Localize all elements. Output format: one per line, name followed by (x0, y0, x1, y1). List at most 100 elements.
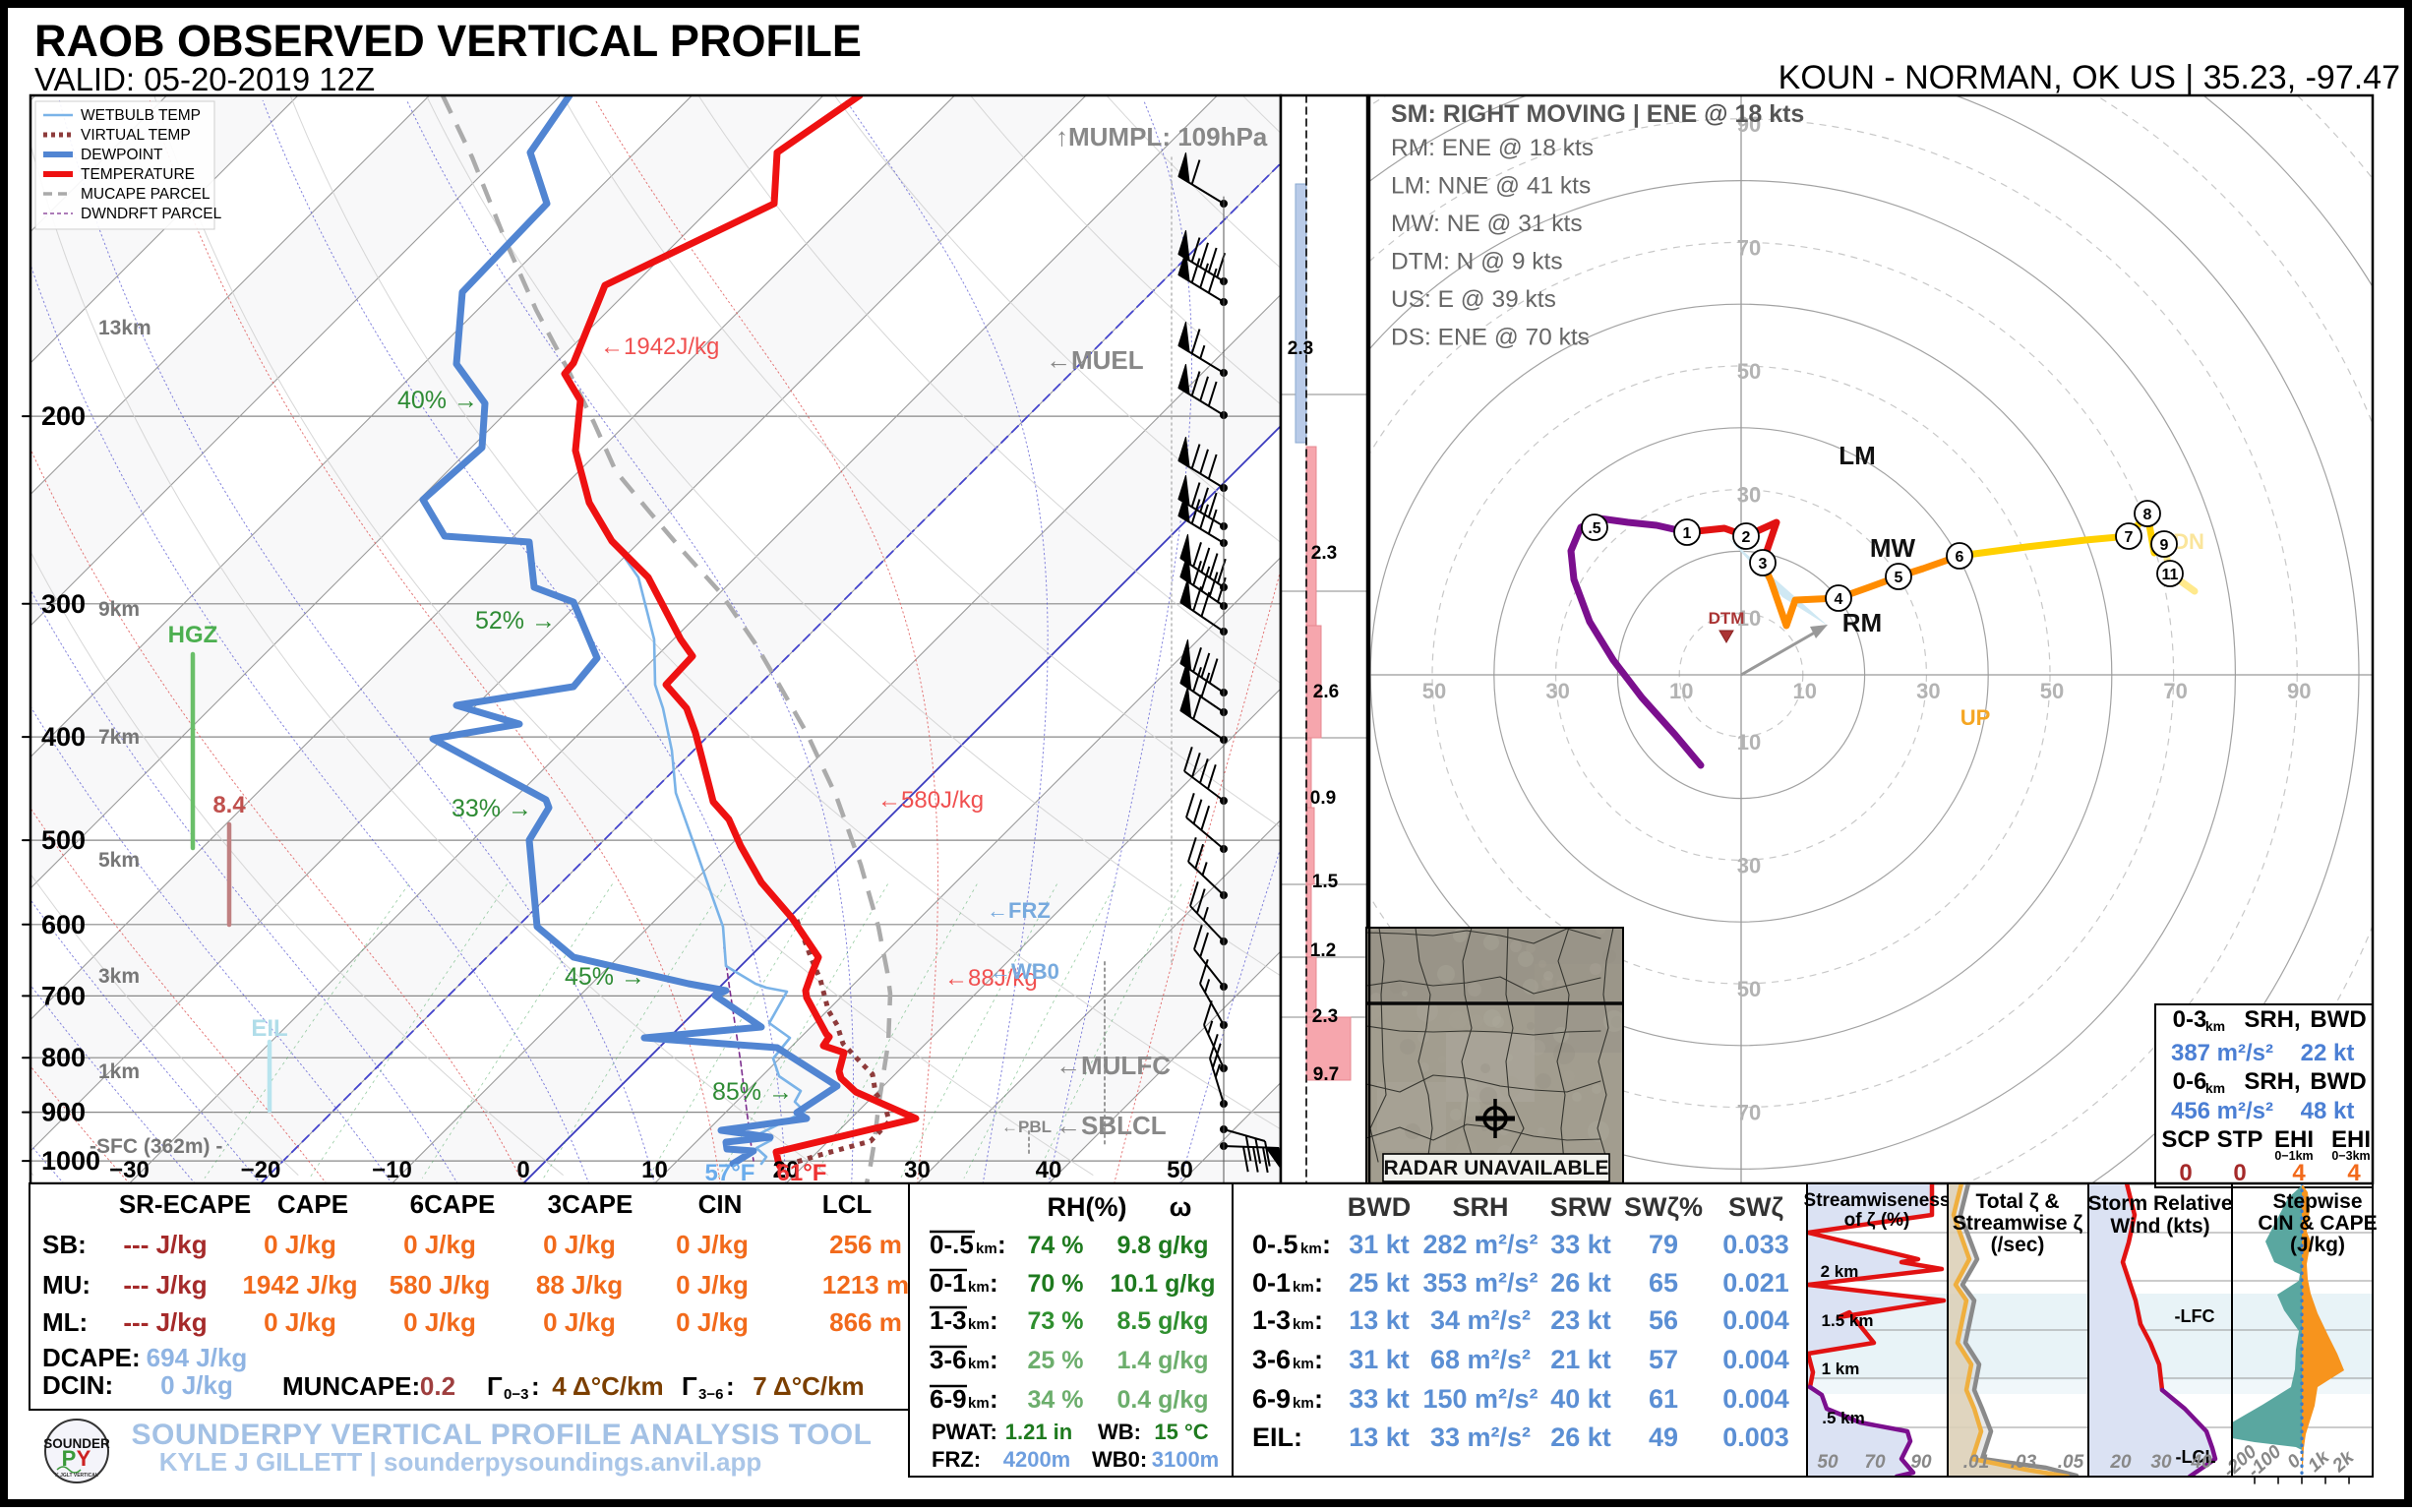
svg-text:-LFC: -LFC (2175, 1306, 2215, 1326)
svg-text:EHI: EHI (2274, 1126, 2314, 1153)
svg-text:40: 40 (1036, 1157, 1062, 1183)
svg-text:0-1: 0-1 (930, 1268, 967, 1298)
svg-text:RAOB OBSERVED VERTICAL PROFILE: RAOB OBSERVED VERTICAL PROFILE (34, 16, 862, 66)
svg-text:30: 30 (2150, 1452, 2172, 1473)
svg-text:.03: .03 (2011, 1452, 2037, 1473)
svg-text:km: km (976, 1240, 997, 1257)
svg-text:90: 90 (2287, 679, 2311, 703)
svg-text:50: 50 (1422, 679, 1446, 703)
svg-text:2.3: 2.3 (1288, 338, 1313, 359)
svg-text:580 J/kg: 580 J/kg (390, 1270, 491, 1300)
svg-text:1.21 in: 1.21 in (1005, 1420, 1072, 1444)
svg-text:0.004: 0.004 (1722, 1384, 1789, 1414)
svg-text:21 kt: 21 kt (1550, 1345, 1611, 1374)
svg-text:9km: 9km (98, 598, 140, 621)
svg-text:70 %: 70 % (1028, 1270, 1084, 1298)
svg-text:EHI: EHI (2331, 1126, 2371, 1153)
svg-text:45% →: 45% → (565, 963, 645, 991)
svg-text:←SBLCL: ←SBLCL (1055, 1111, 1167, 1140)
svg-text:1000: 1000 (41, 1146, 100, 1176)
svg-text:←MUEL: ←MUEL (1046, 345, 1144, 375)
svg-text:WB:: WB: (1098, 1420, 1141, 1444)
svg-text:400: 400 (41, 722, 86, 752)
svg-text:−10: −10 (372, 1157, 412, 1183)
svg-text:3100m: 3100m (1152, 1447, 1220, 1472)
svg-text:0−3km: 0−3km (2331, 1149, 2370, 1163)
svg-text:23 kt: 23 kt (1550, 1305, 1611, 1335)
svg-text:5km: 5km (98, 849, 140, 872)
svg-text:0 J/kg: 0 J/kg (676, 1230, 749, 1259)
svg-text:Total ζ &: Total ζ & (1975, 1190, 2059, 1213)
svg-text::: : (1314, 1345, 1323, 1374)
svg-text:3−6: 3−6 (698, 1386, 723, 1403)
svg-text:.5 km: .5 km (1822, 1409, 1864, 1427)
svg-text:1-3: 1-3 (1252, 1305, 1291, 1335)
svg-text:2.3: 2.3 (1311, 543, 1337, 564)
svg-text:DEWPOINT: DEWPOINT (81, 147, 163, 163)
svg-text:9: 9 (2160, 537, 2169, 554)
svg-text:1km: 1km (98, 1060, 140, 1083)
svg-text:9.7: 9.7 (1313, 1064, 1339, 1085)
svg-text:km: km (968, 1395, 990, 1412)
svg-text:3km: 3km (98, 965, 140, 988)
svg-text:40% →: 40% → (397, 387, 478, 414)
svg-text:0-3: 0-3 (2173, 1006, 2207, 1033)
svg-text:EIL: EIL (251, 1015, 287, 1042)
svg-text:0 J/kg: 0 J/kg (543, 1307, 616, 1337)
svg-text:70: 70 (1737, 1101, 1761, 1125)
svg-text:33 kt: 33 kt (1349, 1384, 1410, 1414)
svg-text:RM: ENE @ 18 kts: RM: ENE @ 18 kts (1391, 135, 1594, 161)
svg-text:BWD: BWD (2310, 1068, 2366, 1095)
svg-text:0.003: 0.003 (1722, 1422, 1789, 1452)
svg-text:DCIN:: DCIN: (42, 1370, 113, 1400)
svg-text:33 kt: 33 kt (1550, 1230, 1611, 1259)
svg-text:0-.5: 0-.5 (1252, 1230, 1298, 1259)
svg-text:MUNCAPE:: MUNCAPE: (282, 1371, 420, 1401)
svg-text:65: 65 (1649, 1268, 1678, 1298)
svg-text:7km: 7km (98, 726, 140, 749)
svg-text:353 m²/s²: 353 m²/s² (1422, 1268, 1538, 1298)
svg-text:MU:: MU: (42, 1270, 90, 1300)
svg-text:RH(%): RH(%) (1048, 1192, 1127, 1222)
svg-text:km: km (2205, 1080, 2225, 1096)
svg-text:11: 11 (2162, 567, 2179, 583)
svg-text:km: km (968, 1279, 990, 1296)
svg-text:km: km (1293, 1316, 1314, 1333)
svg-text::: : (1314, 1305, 1323, 1335)
svg-text:0 J/kg: 0 J/kg (676, 1270, 749, 1300)
svg-text:8.5 g/kg: 8.5 g/kg (1116, 1307, 1208, 1335)
svg-text:6-9: 6-9 (930, 1384, 967, 1414)
svg-text:SR-ECAPE: SR-ECAPE (119, 1189, 251, 1219)
svg-text:←FRZ: ←FRZ (987, 898, 1051, 923)
svg-text:TEMPERATURE: TEMPERATURE (81, 166, 195, 183)
svg-text:2 km: 2 km (1821, 1262, 1859, 1281)
svg-text:700: 700 (41, 981, 86, 1010)
svg-text:4: 4 (2292, 1160, 2306, 1186)
svg-text:KYLE J GILLETT | sounderpysoun: KYLE J GILLETT | sounderpysoundings.anvi… (159, 1447, 762, 1477)
svg-text:10.1 g/kg: 10.1 g/kg (1111, 1270, 1216, 1298)
svg-text::: : (726, 1371, 735, 1401)
svg-text::: : (990, 1384, 998, 1414)
svg-text:4 Δ°C/km: 4 Δ°C/km (552, 1371, 663, 1401)
svg-text:30: 30 (1545, 679, 1569, 703)
svg-text:3CAPE: 3CAPE (548, 1189, 633, 1219)
svg-text:Streamwiseness: Streamwiseness (1804, 1190, 1951, 1211)
svg-text:56: 56 (1649, 1305, 1678, 1335)
svg-text:0.4 g/kg: 0.4 g/kg (1116, 1386, 1208, 1414)
svg-text:←MULFC: ←MULFC (1055, 1051, 1171, 1080)
svg-text:25 kt: 25 kt (1349, 1268, 1410, 1298)
svg-text:282 m²/s²: 282 m²/s² (1422, 1230, 1538, 1259)
svg-text:PWAT:: PWAT: (932, 1420, 997, 1444)
svg-text:1: 1 (1683, 525, 1692, 542)
svg-text:DTM: N @ 9 kts: DTM: N @ 9 kts (1391, 249, 1563, 275)
svg-text:Γ: Γ (487, 1371, 503, 1401)
svg-text:←580J/kg: ←580J/kg (877, 787, 984, 814)
svg-text:Γ: Γ (682, 1371, 697, 1401)
svg-text:256 m: 256 m (829, 1230, 902, 1259)
svg-text:85% →: 85% → (712, 1078, 793, 1106)
svg-text:↑MUMPL: 109hPa: ↑MUMPL: 109hPa (1055, 122, 1268, 151)
svg-text:--- J/kg: --- J/kg (123, 1270, 207, 1300)
svg-text:26 kt: 26 kt (1550, 1268, 1611, 1298)
svg-text:0.004: 0.004 (1722, 1345, 1789, 1374)
svg-text:SRH: SRH (1452, 1192, 1508, 1222)
